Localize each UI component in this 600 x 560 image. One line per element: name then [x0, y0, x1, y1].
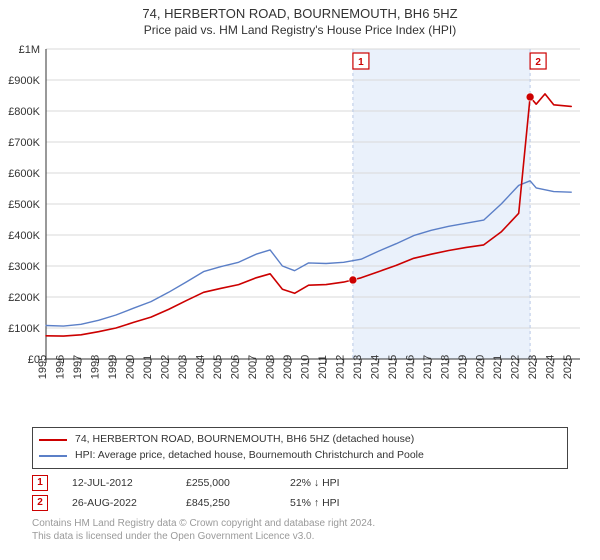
x-tick-label: 2016 — [405, 355, 417, 379]
y-tick-label: £200K — [8, 292, 40, 304]
x-tick-label: 2025 — [562, 355, 574, 379]
x-tick-label: 2002 — [160, 355, 172, 379]
legend-swatch — [39, 455, 67, 457]
x-tick-label: 2015 — [387, 355, 399, 379]
legend-swatch — [39, 439, 67, 441]
transaction-hpi-delta: 51% ↑ HPI — [290, 497, 370, 509]
attribution-line-2: This data is licensed under the Open Gov… — [32, 530, 568, 544]
transaction-hpi-delta: 22% ↓ HPI — [290, 477, 370, 489]
transaction-marker: 1 — [32, 475, 48, 491]
y-tick-label: £400K — [8, 230, 40, 242]
x-tick-label: 2012 — [335, 355, 347, 379]
transaction-date: 12-JUL-2012 — [72, 477, 162, 489]
sale-marker: 1 — [353, 53, 369, 69]
x-tick-label: 2007 — [247, 355, 259, 379]
x-tick-label: 2019 — [457, 355, 469, 379]
attribution-line-1: Contains HM Land Registry data © Crown c… — [32, 517, 568, 531]
transaction-date: 26-AUG-2022 — [72, 497, 162, 509]
x-tick-label: 2011 — [317, 355, 329, 379]
x-tick-label: 1998 — [90, 355, 102, 379]
y-tick-label: £300K — [8, 261, 40, 273]
x-tick-label: 2005 — [212, 355, 224, 379]
x-tick-label: 2021 — [492, 355, 504, 379]
transaction-price: £845,250 — [186, 497, 266, 509]
x-tick-label: 1995 — [37, 355, 49, 379]
legend-row: HPI: Average price, detached house, Bour… — [39, 448, 561, 464]
transaction-price: £255,000 — [186, 477, 266, 489]
x-tick-label: 2001 — [142, 355, 154, 379]
x-tick-label: 2020 — [475, 355, 487, 379]
x-tick-label: 2009 — [282, 355, 294, 379]
legend-label: HPI: Average price, detached house, Bour… — [75, 448, 424, 464]
x-tick-label: 2004 — [195, 355, 207, 379]
svg-text:1: 1 — [358, 57, 364, 68]
chart-container: 74, HERBERTON ROAD, BOURNEMOUTH, BH6 5HZ… — [0, 0, 600, 560]
x-tick-label: 2014 — [370, 355, 382, 379]
attribution: Contains HM Land Registry data © Crown c… — [32, 517, 568, 544]
x-tick-label: 2010 — [300, 355, 312, 379]
sale-point — [349, 276, 357, 284]
y-tick-label: £600K — [8, 168, 40, 180]
legend-row: 74, HERBERTON ROAD, BOURNEMOUTH, BH6 5HZ… — [39, 432, 561, 448]
x-tick-label: 2017 — [422, 355, 434, 379]
x-tick-label: 2018 — [440, 355, 452, 379]
chart-area: £0£100K£200K£300K£400K£500K£600K£700K£80… — [0, 43, 600, 423]
legend: 74, HERBERTON ROAD, BOURNEMOUTH, BH6 5HZ… — [32, 427, 568, 469]
y-tick-label: £1M — [19, 44, 40, 56]
transaction-marker: 2 — [32, 495, 48, 511]
x-tick-label: 1996 — [55, 355, 67, 379]
x-tick-label: 1997 — [72, 355, 84, 379]
y-tick-label: £800K — [8, 106, 40, 118]
x-tick-label: 2003 — [177, 355, 189, 379]
svg-text:2: 2 — [535, 57, 541, 68]
title-sub: Price paid vs. HM Land Registry's House … — [0, 23, 600, 37]
x-tick-label: 2022 — [510, 355, 522, 379]
transaction-row: 2 26-AUG-2022 £845,250 51% ↑ HPI — [32, 493, 568, 513]
sale-point — [526, 93, 534, 101]
x-tick-label: 2000 — [125, 355, 137, 379]
x-tick-label: 2023 — [527, 355, 539, 379]
sale-marker: 2 — [530, 53, 546, 69]
transactions-table: 1 12-JUL-2012 £255,000 22% ↓ HPI 2 26-AUG-202… — [32, 473, 568, 513]
y-tick-label: £100K — [8, 323, 40, 335]
y-tick-label: £700K — [8, 137, 40, 149]
legend-label: 74, HERBERTON ROAD, BOURNEMOUTH, BH6 5HZ… — [75, 432, 414, 448]
titles: 74, HERBERTON ROAD, BOURNEMOUTH, BH6 5HZ… — [0, 0, 600, 37]
title-main: 74, HERBERTON ROAD, BOURNEMOUTH, BH6 5HZ — [0, 6, 600, 21]
x-tick-label: 2006 — [230, 355, 242, 379]
x-tick-label: 1999 — [107, 355, 119, 379]
x-tick-label: 2013 — [352, 355, 364, 379]
y-tick-label: £500K — [8, 199, 40, 211]
transaction-row: 1 12-JUL-2012 £255,000 22% ↓ HPI — [32, 473, 568, 493]
price-hpi-chart: £0£100K£200K£300K£400K£500K£600K£700K£80… — [0, 43, 600, 423]
x-tick-label: 2008 — [265, 355, 277, 379]
y-tick-label: £900K — [8, 75, 40, 87]
x-tick-label: 2024 — [545, 355, 557, 379]
